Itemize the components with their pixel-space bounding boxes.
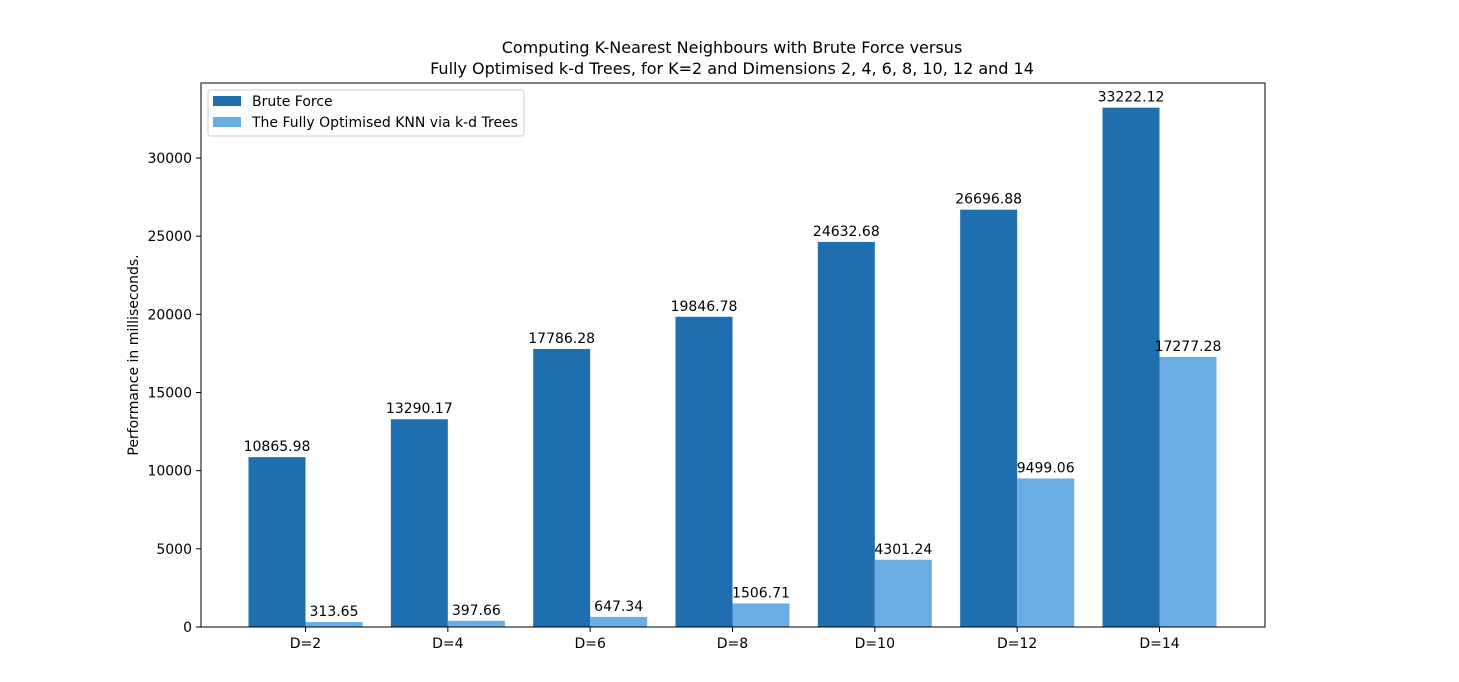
- y-tick-label: 30000: [147, 151, 192, 167]
- y-tick-label: 15000: [147, 386, 192, 402]
- bar-kd-tree-D=4: [447, 620, 505, 627]
- bar-value-label: 1506.71: [732, 585, 790, 601]
- x-tick-label: D=4: [432, 636, 464, 652]
- legend-box: [207, 89, 525, 137]
- y-tick-label: 10000: [147, 464, 192, 480]
- bar-kd-tree-D=6: [590, 616, 648, 627]
- legend-label: The Fully Optimised KNN via k-d Trees: [251, 115, 518, 131]
- bar-value-label: 4301.24: [874, 542, 932, 558]
- y-tick-label: 5000: [156, 542, 192, 558]
- bar-kd-tree-D=2: [305, 622, 363, 627]
- bar-value-label: 17786.28: [528, 331, 595, 347]
- legend-swatch: [213, 117, 241, 127]
- x-tick-label: D=2: [290, 636, 321, 652]
- bar-brute-force-D=8: [675, 316, 733, 627]
- bar-value-label: 647.34: [594, 599, 643, 615]
- bar-value-label: 9499.06: [1017, 461, 1075, 477]
- bar-brute-force-D=6: [533, 348, 591, 627]
- x-tick-label: D=8: [717, 636, 748, 652]
- bar-value-label: 397.66: [452, 603, 501, 619]
- bar-brute-force-D=10: [817, 241, 875, 627]
- plot-frame: [200, 82, 1266, 628]
- y-axis-label: Performance in milliseconds.: [126, 254, 142, 455]
- plot-area: 10865.98 13290.17 17786.28 19846.78 24632.68…: [147, 82, 1266, 652]
- y-tick-label: 25000: [147, 229, 192, 245]
- bar-value-label: 13290.17: [386, 401, 453, 417]
- x-tick-label: D=12: [997, 636, 1037, 652]
- bar-value-label: 26696.88: [955, 192, 1022, 208]
- bar-kd-tree-D=10: [874, 559, 932, 627]
- bar-value-label: 24632.68: [813, 224, 880, 240]
- bar-brute-force-D=2: [248, 457, 306, 627]
- x-tick-label: D=10: [855, 636, 895, 652]
- legend-swatch: [213, 96, 241, 106]
- y-tick-label: 0: [183, 620, 192, 636]
- bar-value-label: 17277.28: [1155, 339, 1222, 355]
- bar-kd-tree-D=14: [1159, 356, 1217, 627]
- chart-title-line-2: Fully Optimised k-d Trees, for K=2 and D…: [430, 59, 1034, 78]
- bar-value-label: 313.65: [310, 604, 359, 620]
- bar-brute-force-D=14: [1102, 107, 1160, 627]
- bar-kd-tree-D=12: [1017, 478, 1075, 627]
- x-tick-label: D=6: [574, 636, 606, 652]
- bar-value-label: 33222.12: [1098, 90, 1165, 106]
- x-tick-label: D=14: [1139, 636, 1179, 652]
- bar-brute-force-D=12: [960, 209, 1018, 627]
- legend-label: Brute Force: [252, 94, 333, 110]
- bar-kd-tree-D=8: [732, 603, 790, 627]
- y-tick-label: 20000: [147, 307, 192, 323]
- bar-value-label: 19846.78: [671, 299, 738, 315]
- bar-value-label: 10865.98: [244, 439, 311, 455]
- chart-title-line-1: Computing K-Nearest Neighbours with Brut…: [502, 38, 963, 57]
- bar-brute-force-D=4: [390, 419, 448, 627]
